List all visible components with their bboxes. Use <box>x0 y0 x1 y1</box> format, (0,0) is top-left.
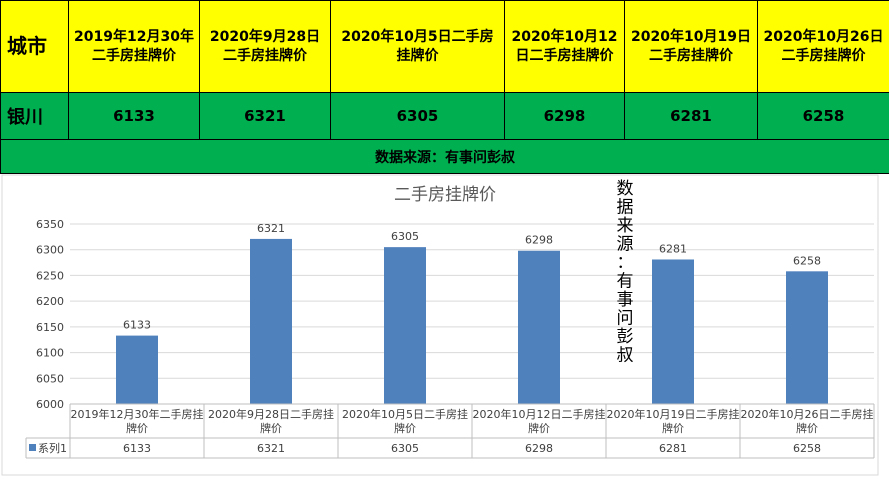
date-header: 2019年12月30年二手房挂牌价 <box>68 0 200 93</box>
chart-frame <box>1 174 879 476</box>
x-tick-label: 牌价 <box>528 421 550 435</box>
y-tick-label: 6200 <box>36 295 64 308</box>
table-value: 6321 <box>257 442 285 455</box>
y-tick-label: 6250 <box>36 269 64 282</box>
price-cell: 6298 <box>504 92 625 140</box>
legend-label: 系列1 <box>38 441 67 455</box>
bar <box>116 335 158 404</box>
data-label: 6298 <box>525 234 553 247</box>
date-header: 2020年10月19日二手房挂牌价 <box>624 0 758 93</box>
x-tick-label: 牌价 <box>260 421 282 435</box>
source-note: 数据来源：有事问彭叔 <box>0 139 889 174</box>
watermark-char: 问 <box>617 309 634 329</box>
x-tick-label: 2020年10月26日二手房挂 <box>741 407 874 421</box>
watermark-char: ： <box>617 253 634 273</box>
bar <box>518 250 560 404</box>
price-cell: 6321 <box>199 92 331 140</box>
x-tick-label: 2019年12月30年二手房挂 <box>71 407 204 421</box>
price-cell: 6305 <box>330 92 505 140</box>
chart-title: 二手房挂牌价 <box>394 185 496 205</box>
price-cell: 6258 <box>757 92 889 140</box>
x-tick-label: 牌价 <box>394 421 416 435</box>
data-label: 6321 <box>257 222 285 235</box>
y-tick-label: 6350 <box>36 218 64 231</box>
watermark-char: 叔 <box>617 346 634 366</box>
x-tick-label: 牌价 <box>126 421 148 435</box>
watermark-char: 有 <box>617 272 634 292</box>
table-value: 6133 <box>123 442 151 455</box>
header-row: 城市 2019年12月30年二手房挂牌价 2020年9月28日二手房挂牌价 20… <box>0 0 889 93</box>
data-label: 6133 <box>123 319 151 332</box>
y-tick-label: 6000 <box>36 398 64 411</box>
table-value: 6298 <box>525 442 553 455</box>
watermark-char: 事 <box>617 290 634 310</box>
watermark-char: 数 <box>617 179 634 199</box>
x-tick-label: 牌价 <box>662 421 684 435</box>
city-name: 银川 <box>0 92 69 140</box>
source-row: 数据来源：有事问彭叔 <box>0 139 889 174</box>
y-tick-label: 6100 <box>36 347 64 360</box>
data-label: 6305 <box>391 230 419 243</box>
y-tick-label: 6300 <box>36 244 64 257</box>
bar <box>652 259 694 404</box>
date-header: 2020年10月26日二手房挂牌价 <box>757 0 889 93</box>
price-cell: 6133 <box>68 92 200 140</box>
city-header: 城市 <box>0 0 69 93</box>
y-tick-label: 6150 <box>36 321 64 334</box>
watermark-char: 源 <box>617 235 634 255</box>
bar <box>786 271 828 404</box>
bar <box>384 247 426 404</box>
bar-chart: 6000 6050 6100 6150 6200 6250 6300 6350 二手房挂牌价 61… <box>1 174 879 476</box>
date-header: 2020年10月12日二手房挂牌价 <box>504 0 625 93</box>
y-tick-label: 6050 <box>36 372 64 385</box>
data-label: 6258 <box>793 254 821 267</box>
table-value: 6258 <box>793 442 821 455</box>
table-value: 6305 <box>391 442 419 455</box>
x-tick-label: 2020年9月28日二手房挂 <box>208 407 334 421</box>
watermark-char: 来 <box>617 216 634 236</box>
watermark-char: 彭 <box>617 327 634 347</box>
x-tick-label: 2020年10月12日二手房挂 <box>473 407 606 421</box>
watermark-char: 据 <box>617 198 634 218</box>
chart-area: 6000 6050 6100 6150 6200 6250 6300 6350 二手房挂牌价 61… <box>0 174 889 479</box>
data-label: 6281 <box>659 242 687 255</box>
legend-swatch <box>29 444 36 451</box>
table-value: 6281 <box>659 442 687 455</box>
x-tick-label: 2020年10月5日二手房挂 <box>342 407 468 421</box>
date-header: 2020年9月28日二手房挂牌价 <box>199 0 331 93</box>
price-table: 城市 2019年12月30年二手房挂牌价 2020年9月28日二手房挂牌价 20… <box>0 0 889 174</box>
value-row: 银川 6133 6321 6305 6298 6281 6258 <box>0 92 889 140</box>
price-cell: 6281 <box>624 92 758 140</box>
date-header: 2020年10月5日二手房挂牌价 <box>330 0 505 93</box>
x-tick-label: 牌价 <box>796 421 818 435</box>
bar <box>250 238 292 404</box>
x-tick-label: 2020年10月19日二手房挂 <box>607 407 740 421</box>
